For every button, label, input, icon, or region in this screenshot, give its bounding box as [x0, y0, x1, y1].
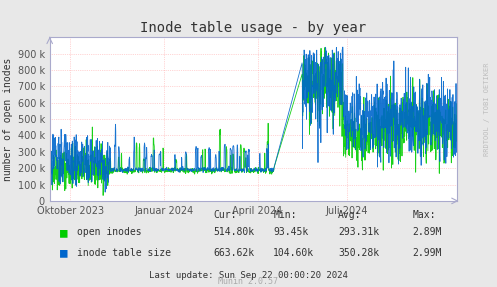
Text: ■: ■	[60, 226, 67, 239]
Text: Last update: Sun Sep 22 00:00:20 2024: Last update: Sun Sep 22 00:00:20 2024	[149, 271, 348, 280]
Text: Max:: Max:	[413, 210, 436, 220]
Text: 2.99M: 2.99M	[413, 248, 442, 257]
Text: Avg:: Avg:	[338, 210, 361, 220]
Title: Inode table usage - by year: Inode table usage - by year	[141, 21, 366, 35]
Text: open inodes: open inodes	[77, 228, 142, 237]
Text: Min:: Min:	[273, 210, 297, 220]
Text: 293.31k: 293.31k	[338, 228, 379, 237]
Text: RRDTOOL / TOBI OETIKER: RRDTOOL / TOBI OETIKER	[484, 62, 490, 156]
Text: 2.89M: 2.89M	[413, 228, 442, 237]
Y-axis label: number of open inodes: number of open inodes	[3, 57, 13, 181]
Text: inode table size: inode table size	[77, 248, 171, 257]
Text: 93.45k: 93.45k	[273, 228, 309, 237]
Text: 663.62k: 663.62k	[214, 248, 255, 257]
Text: Cur:: Cur:	[214, 210, 237, 220]
Text: 350.28k: 350.28k	[338, 248, 379, 257]
Text: 514.80k: 514.80k	[214, 228, 255, 237]
Text: ■: ■	[60, 246, 67, 259]
Text: Munin 2.0.57: Munin 2.0.57	[219, 277, 278, 286]
Text: 104.60k: 104.60k	[273, 248, 315, 257]
